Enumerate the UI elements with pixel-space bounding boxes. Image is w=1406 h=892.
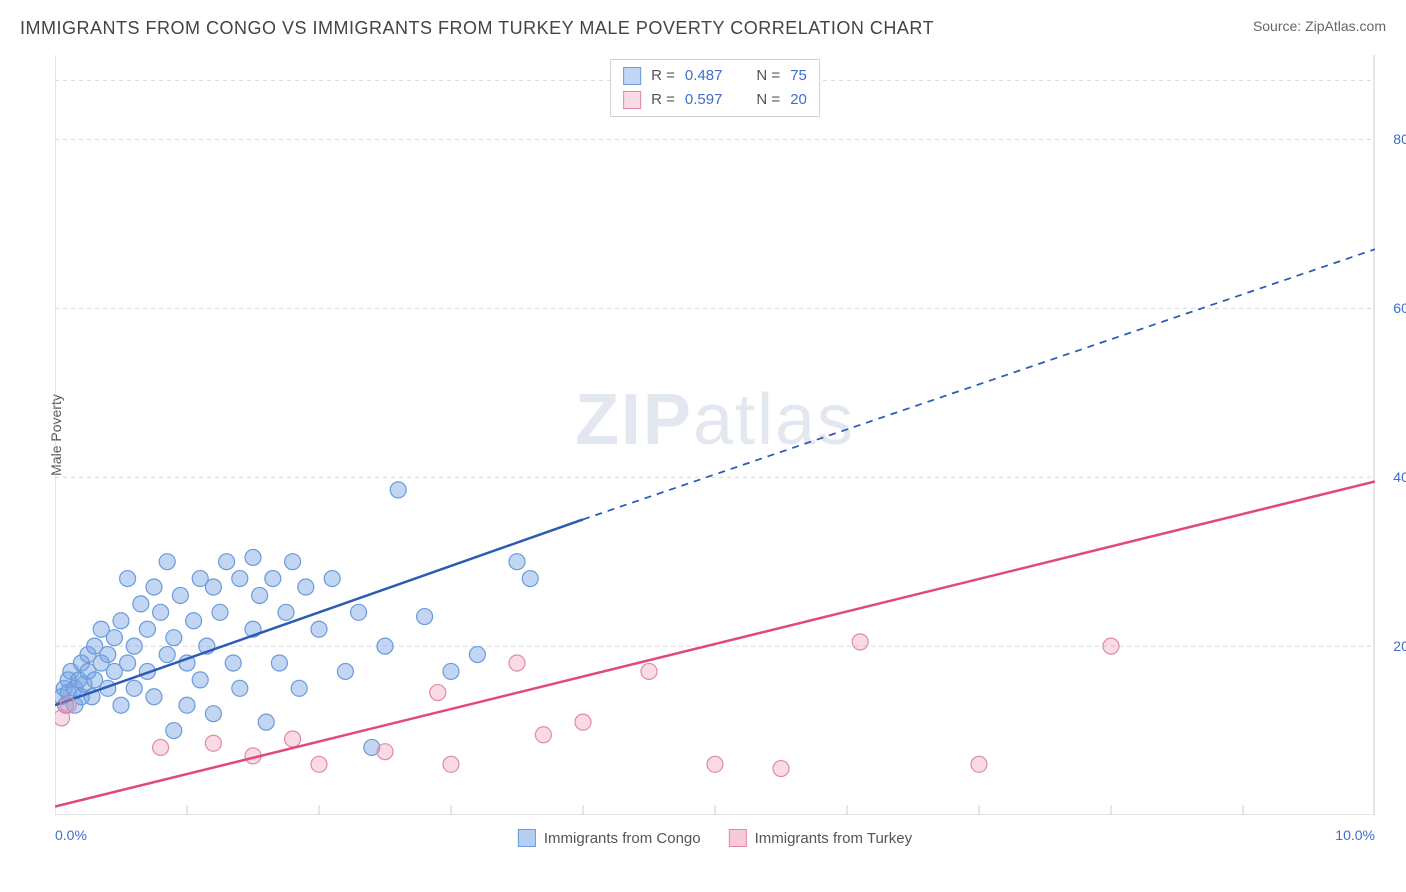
data-point bbox=[377, 744, 393, 760]
legend-swatch bbox=[518, 829, 536, 847]
data-point bbox=[126, 680, 142, 696]
legend-swatch bbox=[729, 829, 747, 847]
data-point bbox=[139, 621, 155, 637]
y-tick-label: 80.0% bbox=[1393, 131, 1406, 147]
chart-area: Male Poverty ZIPatlas R =0.487N =75R =0.… bbox=[55, 55, 1375, 815]
data-point bbox=[100, 647, 116, 663]
data-point bbox=[443, 663, 459, 679]
data-point bbox=[285, 731, 301, 747]
data-point bbox=[126, 638, 142, 654]
data-point bbox=[509, 554, 525, 570]
data-point bbox=[535, 727, 551, 743]
data-point bbox=[212, 604, 228, 620]
data-point bbox=[252, 587, 268, 603]
n-value: 75 bbox=[790, 64, 807, 88]
data-point bbox=[417, 609, 433, 625]
data-point bbox=[120, 655, 136, 671]
legend-row: R = 0.597 N = 20 bbox=[623, 88, 807, 112]
data-point bbox=[232, 680, 248, 696]
data-point bbox=[971, 756, 987, 772]
trend-line bbox=[55, 519, 583, 705]
data-point bbox=[186, 613, 202, 629]
chart-title: IMMIGRANTS FROM CONGO VS IMMIGRANTS FROM… bbox=[20, 18, 934, 39]
data-point bbox=[443, 756, 459, 772]
data-point bbox=[278, 604, 294, 620]
y-tick-label: 40.0% bbox=[1393, 469, 1406, 485]
data-point bbox=[271, 655, 287, 671]
data-point bbox=[153, 739, 169, 755]
legend-swatch bbox=[623, 67, 641, 85]
data-point bbox=[575, 714, 591, 730]
data-point bbox=[311, 621, 327, 637]
data-point bbox=[390, 482, 406, 498]
data-point bbox=[351, 604, 367, 620]
data-point bbox=[166, 723, 182, 739]
r-label: R = bbox=[651, 64, 675, 88]
series-legend: Immigrants from Congo Immigrants from Tur… bbox=[518, 829, 912, 847]
data-point bbox=[205, 579, 221, 595]
data-point bbox=[522, 571, 538, 587]
data-point bbox=[258, 714, 274, 730]
data-point bbox=[852, 634, 868, 650]
data-point bbox=[245, 549, 261, 565]
data-point bbox=[469, 647, 485, 663]
data-point bbox=[430, 685, 446, 701]
data-point bbox=[205, 735, 221, 751]
data-point bbox=[311, 756, 327, 772]
data-point bbox=[166, 630, 182, 646]
r-value: 0.487 bbox=[685, 64, 723, 88]
data-point bbox=[60, 697, 76, 713]
r-label: R = bbox=[651, 88, 675, 112]
data-point bbox=[146, 689, 162, 705]
data-point bbox=[377, 638, 393, 654]
data-point bbox=[120, 571, 136, 587]
data-point bbox=[113, 613, 129, 629]
data-point bbox=[159, 554, 175, 570]
source-label: Source: ZipAtlas.com bbox=[1253, 18, 1386, 34]
data-point bbox=[298, 579, 314, 595]
r-value: 0.597 bbox=[685, 88, 723, 112]
y-tick-label: 60.0% bbox=[1393, 300, 1406, 316]
data-point bbox=[707, 756, 723, 772]
data-point bbox=[509, 655, 525, 671]
data-point bbox=[179, 697, 195, 713]
scatter-plot bbox=[55, 55, 1375, 815]
n-label: N = bbox=[756, 64, 780, 88]
data-point bbox=[106, 630, 122, 646]
data-point bbox=[205, 706, 221, 722]
n-value: 20 bbox=[790, 88, 807, 112]
data-point bbox=[773, 761, 789, 777]
data-point bbox=[641, 663, 657, 679]
data-point bbox=[133, 596, 149, 612]
n-label: N = bbox=[756, 88, 780, 112]
x-tick-label: 0.0% bbox=[55, 827, 87, 843]
data-point bbox=[192, 672, 208, 688]
legend-swatch bbox=[623, 91, 641, 109]
data-point bbox=[146, 579, 162, 595]
data-point bbox=[291, 680, 307, 696]
data-point bbox=[159, 647, 175, 663]
trend-line-extrapolated bbox=[583, 249, 1375, 519]
data-point bbox=[232, 571, 248, 587]
data-point bbox=[1103, 638, 1119, 654]
legend-item: Immigrants from Congo bbox=[518, 829, 701, 847]
y-tick-label: 20.0% bbox=[1393, 638, 1406, 654]
data-point bbox=[324, 571, 340, 587]
data-point bbox=[225, 655, 241, 671]
data-point bbox=[172, 587, 188, 603]
correlation-legend: R = 0.487 N = 75 R = 0.597 N = 20 bbox=[610, 59, 820, 117]
legend-label: Immigrants from Turkey bbox=[755, 830, 913, 847]
x-tick-label: 10.0% bbox=[1335, 827, 1375, 843]
data-point bbox=[219, 554, 235, 570]
data-point bbox=[153, 604, 169, 620]
data-point bbox=[285, 554, 301, 570]
legend-label: Immigrants from Congo bbox=[544, 830, 701, 847]
data-point bbox=[113, 697, 129, 713]
legend-row: R = 0.487 N = 75 bbox=[623, 64, 807, 88]
data-point bbox=[265, 571, 281, 587]
legend-item: Immigrants from Turkey bbox=[729, 829, 913, 847]
data-point bbox=[337, 663, 353, 679]
